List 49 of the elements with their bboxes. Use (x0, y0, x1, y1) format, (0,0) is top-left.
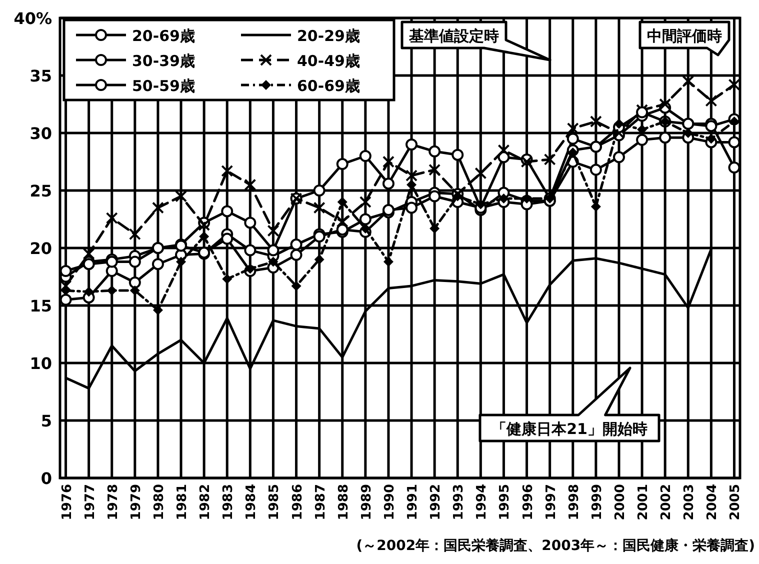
y-tick-label: 0 (40, 469, 52, 488)
annotation: 「健康日本21」開始時 (492, 420, 648, 438)
y-tick-label: 40% (14, 9, 52, 28)
annotation: 中間評価時 (647, 27, 722, 45)
legend-label: 20-29歳 (297, 27, 360, 45)
legend-label: 20-69歳 (132, 27, 195, 45)
y-tick-label: 20 (30, 239, 52, 258)
x-tick-label: 1979 (128, 484, 144, 520)
x-tick-label: 1976 (60, 484, 75, 520)
y-tick-label: 25 (30, 182, 52, 200)
y-tick-label: 5 (40, 412, 52, 430)
legend-label: 40-49歳 (297, 52, 360, 70)
x-tick-label: 1999 (590, 484, 605, 520)
x-tick-label: 1984 (244, 484, 260, 520)
x-tick-label: 2004 (705, 484, 720, 520)
x-tick-label: 1985 (267, 484, 282, 520)
x-tick-label: 1990 (382, 484, 398, 520)
x-tick-label: 1983 (221, 484, 236, 520)
x-tick-label: 1991 (406, 484, 421, 520)
x-tick-label: 2000 (612, 484, 628, 520)
y-tick-label: 10 (30, 354, 52, 373)
y-tick-label: 15 (30, 296, 52, 316)
x-tick-label: 1988 (336, 484, 352, 520)
legend-label: 60-69歳 (297, 77, 360, 95)
x-tick-label: 1998 (566, 484, 582, 520)
x-tick-label: 1996 (520, 484, 536, 520)
legend-label: 30-39歳 (132, 52, 195, 70)
x-tick-label: 1997 (544, 484, 559, 520)
x-tick-label: 1982 (198, 484, 214, 520)
x-tick-label: 1992 (428, 484, 444, 520)
annotation: 基準値設定時 (408, 27, 499, 45)
y-tick-label: 35 (30, 66, 52, 86)
x-tick-label: 1987 (313, 484, 328, 520)
x-tick-label: 1978 (106, 484, 121, 520)
x-tick-label: 1994 (474, 484, 490, 520)
legend-label: 50-59歳 (132, 77, 195, 95)
x-tick-label: 1986 (290, 484, 306, 520)
x-tick-label: 1989 (359, 484, 374, 520)
x-tick-label: 2003 (682, 484, 698, 520)
x-tick-label: 1995 (498, 484, 513, 520)
x-tick-label: 2002 (659, 484, 674, 520)
x-tick-label: 1977 (82, 484, 98, 520)
x-tick-label: 1981 (175, 484, 190, 520)
x-tick-label: 2001 (636, 484, 652, 520)
y-tick-label: 30 (30, 124, 52, 143)
x-tick-label: 1980 (152, 484, 167, 520)
text: (～2002年：国民栄養調査、2003年～：国民健康・栄養調査) (356, 537, 755, 554)
x-tick-label: 1993 (452, 484, 467, 520)
x-tick-label: 2005 (728, 484, 744, 520)
